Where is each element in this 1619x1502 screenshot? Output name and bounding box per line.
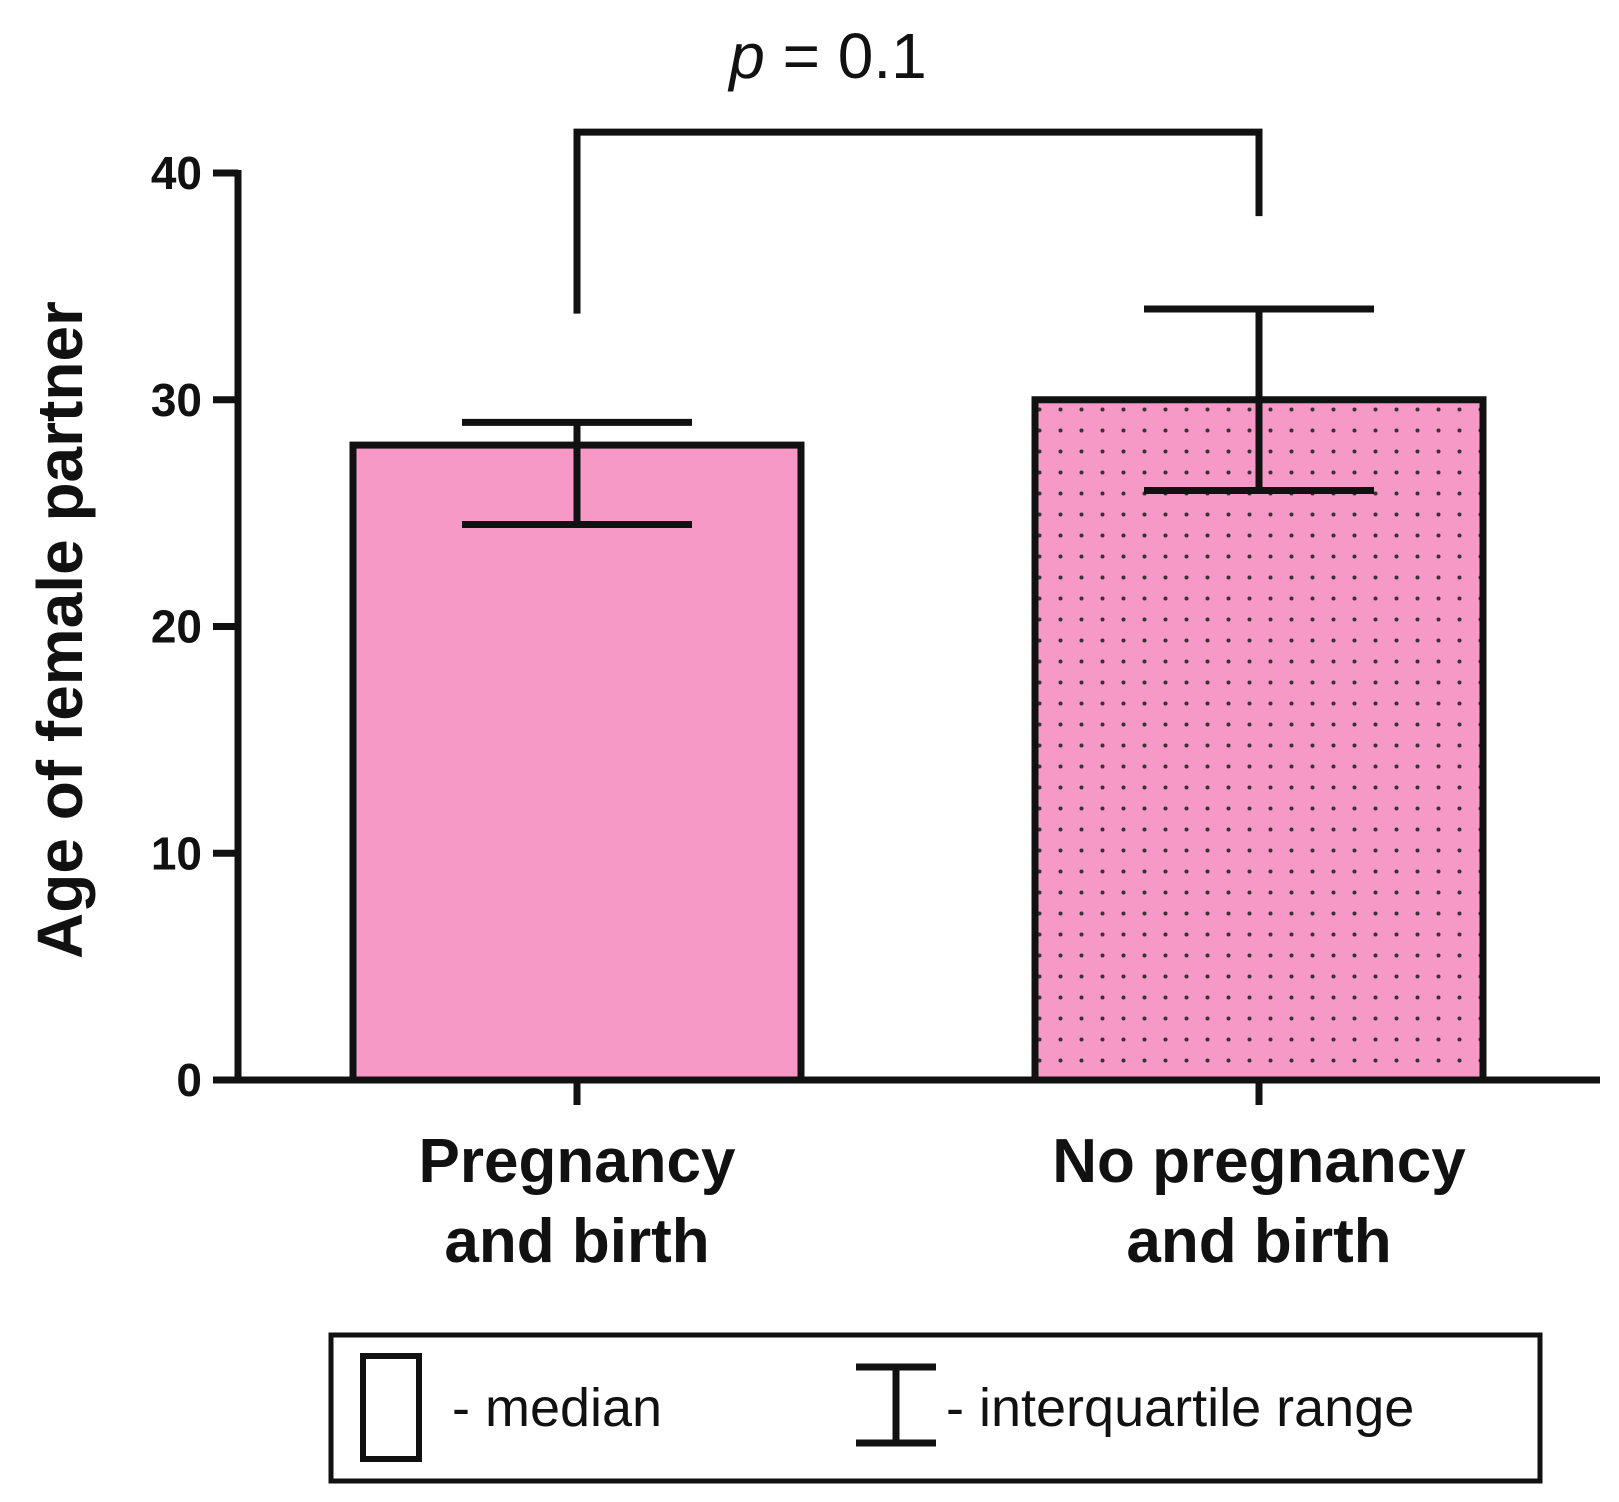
category-label-1: Pregnancy and birth [418,1127,736,1276]
legend-iqr-label: - interquartile range [946,1378,1414,1438]
y-tick-label-10: 10 [151,827,202,879]
y-tick-label-0: 0 [176,1054,202,1106]
p-value: = 0.1 [765,20,927,92]
y-tick-label-30: 30 [151,374,202,426]
error-bar-1 [462,418,692,528]
category-labels: Pregnancy and birth No pregnancy and birth [418,1127,1466,1276]
bars [349,396,1487,1084]
error-bar-2 [1144,305,1374,494]
x-ticks [573,1080,1263,1105]
category-label-line: and birth [1126,1207,1391,1276]
category-label-line: Pregnancy [418,1127,736,1196]
category-label-line: No pregnancy [1052,1127,1466,1196]
bar-2 [1031,396,1487,1084]
y-tick-label-40: 40 [151,147,202,199]
significance-bracket [573,128,1263,314]
legend-median-box-icon [360,1353,422,1462]
category-label-2: No pregnancy and birth [1052,1127,1466,1276]
y-axis-label: Age of female partner [24,301,96,959]
legend-frame [328,1332,1543,1484]
y-ticks: 0 10 20 30 40 [151,147,238,1106]
bar-1 [349,441,805,1084]
p-symbol: p [727,20,765,92]
p-value-label: p = 0.1 [727,20,927,92]
legend-median-label: - median [452,1378,662,1438]
category-label-line: and birth [444,1207,709,1276]
y-tick-label-20: 20 [151,601,202,653]
legend-interquartile-range-icon [856,1363,936,1447]
error-bars [462,305,1374,528]
legend: - median - interquartile range [328,1332,1543,1484]
